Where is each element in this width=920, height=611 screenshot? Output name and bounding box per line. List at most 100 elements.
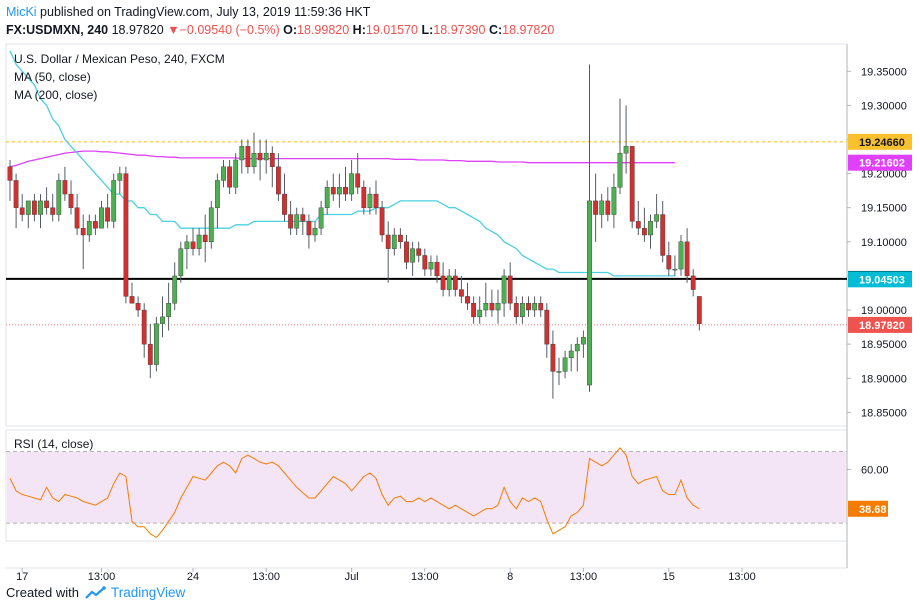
candle-up [294, 214, 300, 229]
candle-up [111, 180, 117, 222]
candle-down [605, 200, 611, 215]
candle-down [68, 193, 74, 208]
candle-down [80, 227, 86, 236]
candle-up [648, 221, 653, 236]
candle-down [330, 187, 336, 195]
candle-up [56, 180, 62, 215]
y-tick-label: 18.85000 [861, 407, 907, 419]
low-value: 18.97390 [433, 23, 486, 37]
candle-down [373, 193, 379, 208]
candle-down [544, 309, 550, 345]
x-tick-label: 8 [507, 571, 513, 580]
quote-line: FX:USDMXN, 240 18.97820 ▼−0.09540 (−0.5%… [6, 23, 554, 37]
candle-up [38, 200, 43, 215]
candle-up [599, 200, 605, 215]
candle-up [196, 234, 202, 249]
candle-down [300, 214, 306, 222]
candle-up [117, 173, 123, 181]
author-link[interactable]: MicKi [6, 5, 37, 19]
candle-down [257, 152, 263, 161]
candle-up [623, 146, 629, 154]
moving-averages [9, 50, 675, 277]
candle-up [337, 187, 342, 195]
candle-down [19, 207, 25, 215]
candle-down [550, 343, 556, 372]
price-pane [5, 43, 848, 427]
candle-down [282, 193, 287, 215]
candle-up [349, 173, 354, 195]
price-label-box [848, 133, 912, 150]
rsi-tick-label: 60.00 [861, 464, 889, 476]
candle-up [532, 303, 538, 311]
candle-up [221, 166, 226, 181]
candle-up [263, 152, 269, 161]
candle-down [202, 234, 208, 243]
rsi-last-box [848, 500, 888, 517]
candle-down [361, 187, 367, 208]
x-tick-label: 13:00 [88, 571, 116, 580]
candle-up [214, 180, 220, 208]
x-tick-label: Jul [345, 571, 359, 580]
candle-down [123, 173, 129, 297]
candle-down [422, 255, 428, 270]
candle-up [160, 316, 165, 324]
candle-down [593, 200, 599, 215]
candle-up [672, 268, 678, 271]
last-price: 18.97820 [111, 23, 164, 37]
candle-up [86, 221, 92, 236]
symbol-label: FX:USDMXN, 240 [6, 23, 109, 37]
candle-down [227, 166, 232, 188]
chart-header: MicKi published on TradingView.com, July… [0, 0, 920, 40]
publish-line: MicKi published on TradingView.com, July… [6, 5, 370, 19]
candle-down [129, 296, 135, 304]
candle-down [642, 227, 647, 236]
candle-up [495, 303, 501, 311]
rsi-last-label: 38.68 [859, 504, 887, 516]
legend-title: U.S. Dollar / Mexican Peso, 240, FXCM [14, 52, 225, 66]
candle-down [513, 303, 519, 318]
candle-up [501, 275, 507, 304]
candle-down [538, 303, 544, 311]
candle-down [404, 241, 409, 263]
y-tick-label: 18.90000 [861, 373, 907, 385]
candle-up [208, 207, 214, 243]
x-tick-label: 17 [16, 571, 28, 580]
legend-rsi: RSI (14, close) [14, 437, 93, 451]
price-chart[interactable]: 18.8500018.9000018.9500019.0000019.05000… [0, 40, 920, 580]
candle-up [239, 146, 245, 161]
candle-down [74, 207, 80, 229]
candle-up [477, 309, 483, 318]
down-arrow-icon: ▼ [167, 23, 180, 37]
candle-up [568, 350, 574, 358]
candle-up [520, 303, 525, 318]
close-label: C: [488, 23, 503, 37]
price-label-box [848, 316, 912, 333]
legend-ma50: MA (50, close) [14, 70, 91, 84]
candle-down [190, 241, 196, 249]
candle-up [318, 207, 324, 229]
candle-up [556, 371, 562, 373]
candle-down [416, 248, 422, 256]
candle-up [251, 152, 257, 167]
candle-up [410, 248, 415, 263]
candle-down [50, 207, 56, 215]
candle-down [398, 234, 403, 243]
candle-up [587, 200, 592, 386]
y-tick-label: 19.15000 [861, 203, 907, 215]
low-label: L: [421, 23, 434, 37]
candle-up [611, 187, 617, 215]
price-label-box [848, 271, 912, 288]
candle-down [245, 146, 251, 167]
candle-down [690, 275, 696, 290]
candle-up [178, 248, 184, 277]
ma200-line [9, 150, 675, 168]
x-tick-label: 15 [663, 571, 675, 580]
high-label: H: [352, 23, 366, 37]
candle-down [7, 166, 13, 181]
candle-up [166, 303, 171, 318]
tradingview-brand[interactable]: TradingView [110, 585, 186, 600]
candle-up [428, 262, 434, 270]
candle-down [288, 214, 293, 229]
candle-up [184, 241, 190, 249]
created-with-text: Created with [6, 585, 79, 600]
